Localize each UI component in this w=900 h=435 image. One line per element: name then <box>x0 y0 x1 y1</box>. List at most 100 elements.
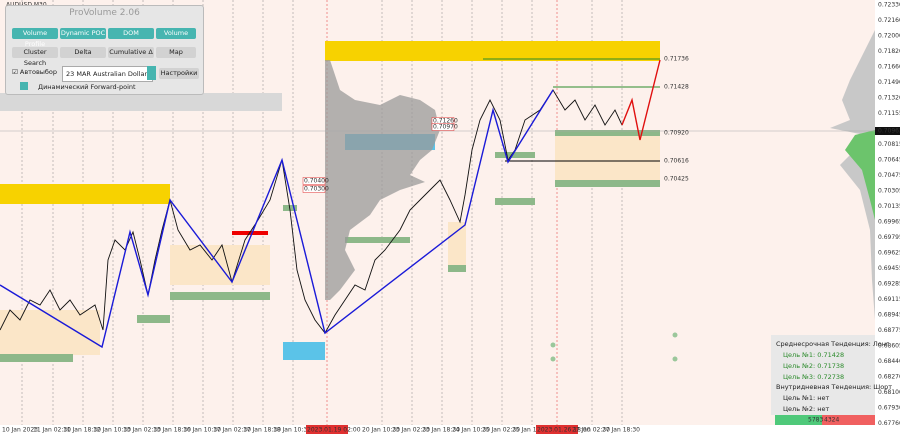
level-label: 0.70920 <box>664 130 689 137</box>
level-tag-text: 0.70400 <box>304 178 329 185</box>
level-tag <box>431 123 455 131</box>
price-label: 0.71155 <box>878 110 900 117</box>
zone <box>0 93 282 111</box>
panel-button[interactable]: Volume <box>156 28 196 39</box>
time-label: 16 Jan 10:30 <box>183 427 221 434</box>
price-label: 0.69965 <box>878 219 900 226</box>
price-label: 0.70645 <box>878 157 900 164</box>
level-label: 0.70616 <box>664 158 689 165</box>
balance-bar <box>822 415 875 425</box>
checkbox[interactable] <box>20 82 28 90</box>
trend-line: Цель №1: 0.71428 <box>783 351 845 359</box>
label: Автовыбор <box>19 68 58 76</box>
time-label: 20 Jan 10:30 <box>362 427 400 434</box>
time-label: 25 Jan 02:30 <box>482 427 520 434</box>
price-label: 0.68945 <box>878 312 900 319</box>
price-label: 0.69285 <box>878 281 900 288</box>
time-label: 10 Jan 2023 <box>2 427 38 434</box>
level-tag-text: 0.70970 <box>433 124 458 131</box>
price-label: 0.69115 <box>878 296 900 303</box>
price-label: 0.68605 <box>878 343 900 350</box>
trend-line: Цель №1: нет <box>783 394 830 402</box>
price-label: 0.69625 <box>878 250 900 257</box>
price-label: 0.70963 <box>878 128 900 135</box>
forward-point: Динамический Forward-point <box>38 83 136 91</box>
time-label: 2023.01.26 18:00 <box>537 427 591 434</box>
level-tag <box>302 177 326 185</box>
zone <box>325 41 660 61</box>
auto-select[interactable]: ☑ Автовыбор <box>12 68 58 76</box>
panel-button[interactable]: Volume Profile <box>12 28 58 48</box>
level-label: 0.70425 <box>664 176 689 183</box>
time-label: 25 Jan 18:30 <box>512 427 550 434</box>
zone <box>283 342 325 360</box>
price-label: 0.69455 <box>878 265 900 272</box>
settings-button[interactable]: Настройки <box>159 68 199 79</box>
zone <box>448 222 466 272</box>
panel-button[interactable]: Cumulative Δ <box>108 47 154 58</box>
time-label: 27 Jan 02:30 <box>572 427 610 434</box>
panel-title: ProVolume 2.06 <box>69 8 140 18</box>
zone <box>555 134 660 184</box>
panel-button[interactable]: DOM <box>108 28 154 39</box>
trend-line: Цель №2: нет <box>783 405 830 413</box>
forecast <box>621 59 661 141</box>
level-label: 0.71736 <box>664 56 689 63</box>
time-highlight <box>306 425 348 434</box>
volume-profile <box>325 60 440 300</box>
trend-line: Цель №3: 0.72738 <box>783 373 845 381</box>
time-label: 11 Jan 02:30 <box>33 427 71 434</box>
time-bg <box>0 425 875 435</box>
trend-line: Внутридневная Тенденция: Шорт <box>776 383 893 391</box>
price-series <box>0 89 623 334</box>
time-label: 13 Jan 02:30 <box>123 427 161 434</box>
price-label: 0.67760 <box>878 420 900 427</box>
current-price-bg <box>875 127 900 135</box>
volume-zones <box>0 130 660 362</box>
panel-button[interactable]: Dynamic POC <box>60 28 106 39</box>
panel-button[interactable]: Map <box>156 47 196 58</box>
time-label: 27 Jan 18:30 <box>602 427 640 434</box>
panel-button[interactable]: Delta <box>60 47 106 58</box>
side-profile <box>845 130 875 220</box>
zone <box>0 184 170 204</box>
price-label: 0.69795 <box>878 234 900 241</box>
time-label: 12 Jan 10:30 <box>93 427 131 434</box>
level-tag-text: 0.70300 <box>304 186 329 193</box>
side-profile <box>830 30 875 320</box>
instrument-select[interactable]: 23 MAR Australian Dollar <box>62 66 153 82</box>
level-tag-text: 0.71260 <box>433 118 458 125</box>
time-label: 17 Jan 18:30 <box>243 427 281 434</box>
provolume-panel: ProVolume 2.06 Volume Profile Dynamic POC… <box>5 5 204 95</box>
level-tag <box>302 185 326 193</box>
sell-volume: 4324 <box>824 417 839 424</box>
zone <box>0 310 100 355</box>
level-label: 0.71428 <box>664 84 689 91</box>
price-label: 0.70135 <box>878 203 900 210</box>
time-highlight <box>536 425 578 434</box>
price-label: 0.68775 <box>878 327 900 334</box>
time-label: 23 Jan 02:30 <box>392 427 430 434</box>
time-label: 24 Jan 10:30 <box>452 427 490 434</box>
time-label: 2023.01.19 02:00 <box>307 427 361 434</box>
buy-volume: 5783 <box>808 417 823 424</box>
time-label: 11 Jan 18:30 <box>63 427 101 434</box>
time-label: 18 Jan 10:30 <box>273 427 311 434</box>
panel-button[interactable]: Cluster Search <box>12 47 58 67</box>
dropdown-arrow[interactable] <box>147 66 156 80</box>
price-label: 0.70815 <box>878 141 900 148</box>
axis-bg <box>875 0 900 435</box>
price-label: 0.70305 <box>878 188 900 195</box>
